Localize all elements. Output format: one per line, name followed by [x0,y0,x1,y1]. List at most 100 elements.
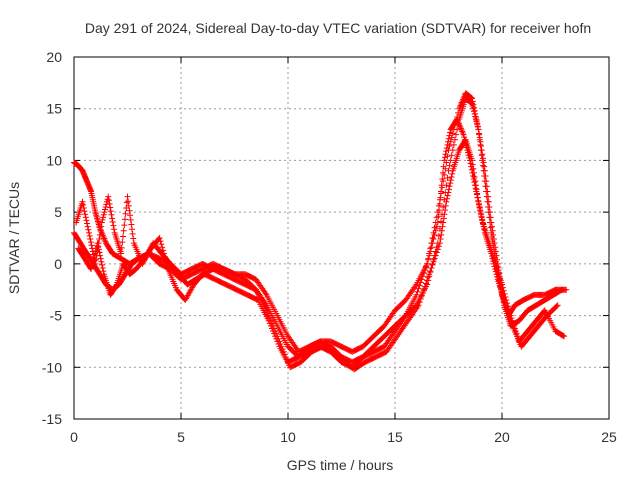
data-point-fill [99,216,106,223]
data-point-fill [126,207,133,214]
data-point-fill [487,224,494,231]
data-point-fill [84,220,91,227]
data-point-fill [118,244,125,251]
data-point-fill [420,286,427,293]
data-point-fill [104,196,111,203]
data-point-fill [102,203,109,210]
data-point-fill [123,199,130,206]
data-point-fill [470,104,477,111]
axis-ticks [73,56,610,420]
data-point-fill [271,330,278,337]
data-point [156,235,163,241]
data-point-fill [479,217,486,224]
data-point-fill [507,317,514,324]
x-tick-label: 20 [494,429,510,445]
data-point-fill [433,249,440,256]
data-point [118,250,125,257]
data-point-fill [436,207,443,214]
data-point-fill [493,271,500,278]
y-tick-label: -15 [42,411,62,427]
data-point [558,286,565,293]
data-point-fill [467,94,474,101]
data-point-fill [446,129,453,136]
data-point-fill [80,205,87,212]
data-point-fill [419,289,426,296]
data-point-fill [472,182,479,189]
data-point-fill [474,194,481,201]
data-point-fill [470,101,477,108]
data-point-fill [91,250,98,257]
data-point-fill [485,203,492,210]
data-point-fill [431,255,438,262]
data-point-fill [418,276,425,283]
data-point-fill [470,165,477,172]
data-point-fill [469,98,476,105]
x-tick-label: 10 [280,429,296,445]
data-point-fill [106,200,113,207]
data-point-fill [428,244,435,251]
data-point-fill [471,173,478,180]
data-point-fill [80,201,87,208]
data-point-fill [429,261,436,268]
data-point [415,302,422,309]
data-point-fill [82,214,89,221]
data-point-fill [436,200,443,207]
data-point-fill [268,325,275,332]
data-point-fill [439,169,446,176]
data-point-fill [423,280,430,287]
data-point-fill [488,253,495,260]
data-point-fill [99,261,106,268]
data-point-fill [87,236,94,243]
data-point-fill [90,255,97,262]
data-point-fill [474,120,481,127]
data-point-fill [473,186,480,193]
data-point-fill [439,223,446,230]
data-point-fill [444,141,451,148]
data-point-fill [95,246,102,253]
data-point-fill [97,255,104,262]
data-point-fill [483,188,490,195]
data-point-fill [435,243,442,250]
data-point-fill [437,194,444,201]
data-point-fill [127,216,134,223]
data-point-fill [445,135,452,142]
data-point-fill [435,213,442,220]
data-point-fill [468,166,475,173]
data-point-fill [472,110,479,117]
data-point-fill [100,214,107,221]
data-point-fill [451,136,458,143]
data-point [94,240,101,247]
data-point-fill [89,260,96,267]
data-point-fill [444,195,451,202]
data-point-fill [416,299,423,306]
data-point-fill [478,152,485,159]
data-point-fill [437,236,444,243]
data-point-fill [440,163,447,170]
data-point-fill [129,230,136,237]
data-point-fill [455,109,462,116]
data-point-fill [85,226,92,233]
data-point-fill [100,268,107,275]
y-tick-label: 20 [46,49,62,65]
data-point-fill [421,283,428,290]
data-point-fill [101,209,108,216]
data-point [426,271,433,278]
data-point-fill [501,299,508,306]
data-point-fill [434,246,441,253]
x-tick-label: 0 [70,429,78,445]
x-tick-label: 15 [387,429,403,445]
data-point-fill [491,263,498,270]
data-point-fill [272,333,279,340]
data-point-fill [109,215,116,222]
data-point-fill [477,141,484,148]
data-point-fill [97,227,104,234]
y-tick-label: -10 [42,359,62,375]
data-point-fill [90,258,97,265]
data-point-fill [120,233,127,240]
data-point-fill [415,285,422,292]
data-point-fill [461,137,468,144]
data-point [79,198,86,205]
data-point-fill [476,205,483,212]
data-point-fill [445,138,452,145]
data-point-fill [421,267,428,274]
